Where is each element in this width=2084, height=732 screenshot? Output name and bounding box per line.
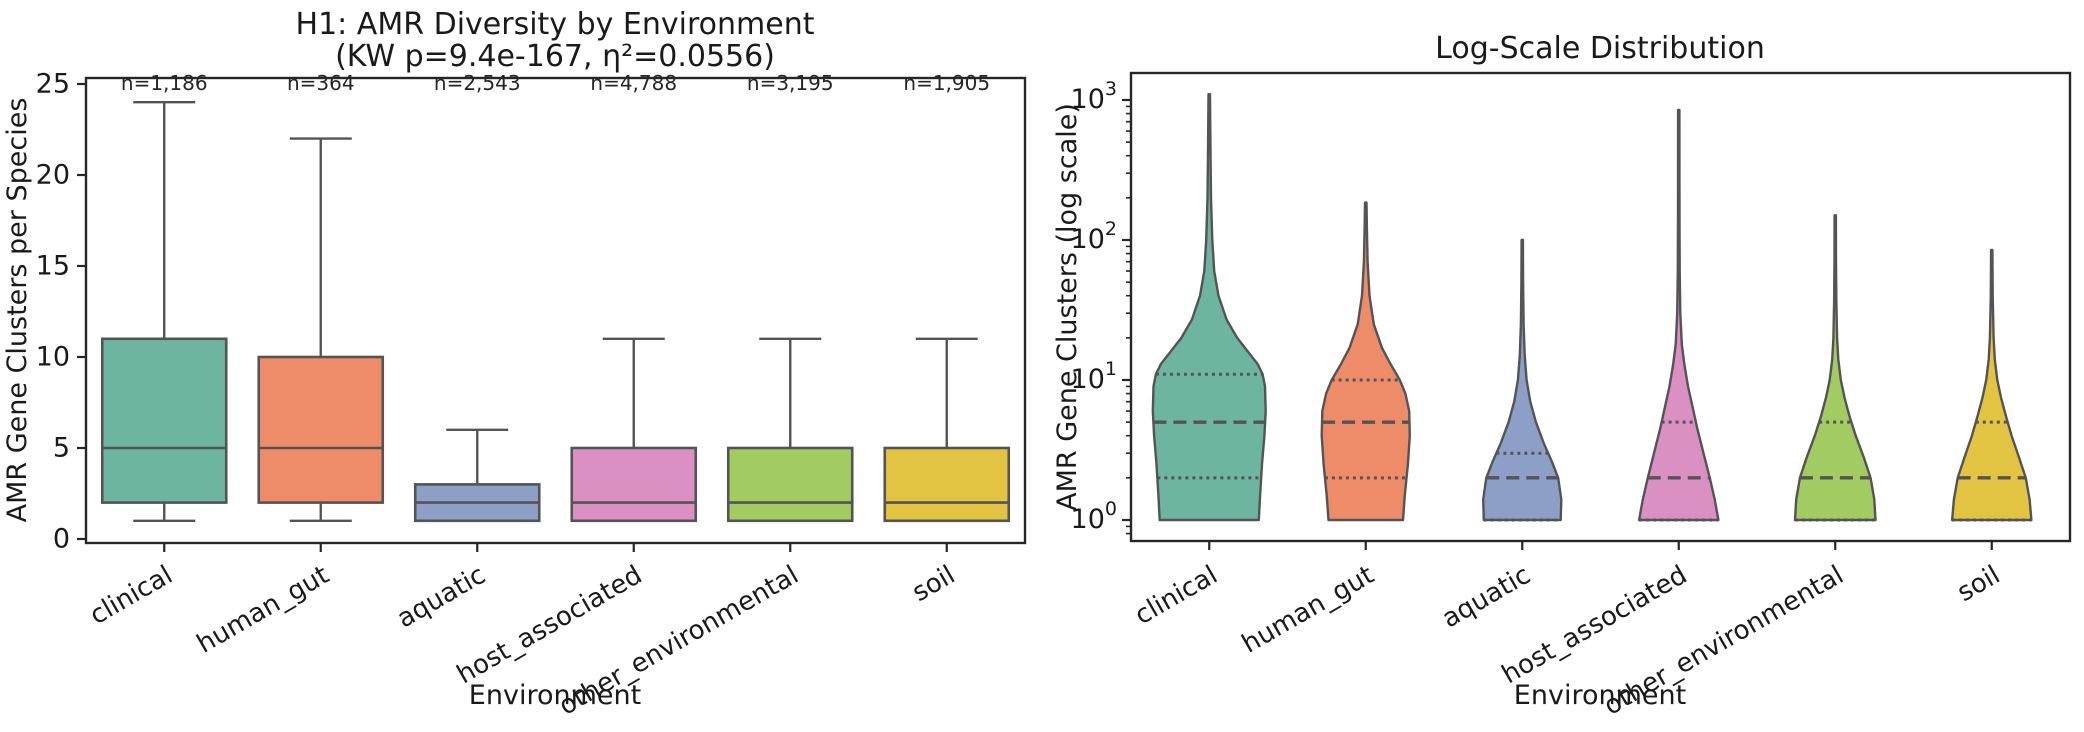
right-y-tick-label: 100 (1071, 498, 1117, 535)
violin-clinical (1151, 93, 1267, 522)
left-axes-frame (84, 76, 1027, 545)
box-body (257, 355, 385, 504)
right-title: Log-Scale Distribution (1435, 31, 1765, 66)
box-body (100, 337, 228, 504)
violin-soil (1950, 248, 2033, 522)
left-x-axis-label: Environment (469, 680, 641, 711)
box-soil: n=1,905 (883, 71, 1011, 523)
box-body (726, 446, 854, 523)
box-host_associated: n=4,788 (570, 71, 698, 523)
left-y-tick-label: 0 (53, 524, 70, 555)
box-aquatic: n=2,543 (413, 71, 541, 523)
sample-size-label: n=3,195 (747, 71, 834, 95)
right-y-axis-label: AMR Gene Clusters (log scale) (1052, 103, 1083, 511)
right-x-tick-label: clinical (1130, 560, 1223, 631)
right-panel: Log-Scale Distribution AMR Gene Clusters… (1052, 31, 2072, 722)
left-y-tick-label: 10 (36, 342, 70, 373)
violin-body (1320, 201, 1411, 522)
right-x-tick-label: human_gut (1237, 560, 1379, 659)
sample-size-label: n=4,788 (590, 71, 677, 95)
violin-other_environmental (1793, 214, 1877, 522)
left-x-tick-label: clinical (85, 560, 178, 631)
box-body (883, 446, 1011, 523)
left-y-axis-label: AMR Gene Clusters per Species (2, 98, 33, 523)
left-y-tick-label: 15 (36, 251, 70, 282)
right-x-tick-label: aquatic (1437, 560, 1536, 634)
box-clinical: n=1,186 (100, 71, 228, 522)
left-title-line2: (KW p=9.4e-167, η²=0.0556) (335, 39, 775, 74)
sample-size-label: n=1,905 (903, 71, 990, 95)
right-y-tick-label: 103 (1071, 78, 1117, 115)
box-other_environmental: n=3,195 (726, 71, 854, 523)
violin-body (1793, 214, 1877, 522)
box-body (570, 446, 698, 523)
left-title-line1: H1: AMR Diversity by Environment (296, 7, 815, 42)
left-y-tick-label: 5 (53, 433, 70, 464)
violin-host_associated (1637, 108, 1720, 522)
left-plot-area: n=1,186 n=364 n=2,543 n=4,788 n=3,195 n=1,905 (100, 71, 1011, 523)
left-y-tick-label: 20 (36, 160, 70, 191)
left-y-tick-label: 25 (36, 69, 70, 100)
right-plot-area (1151, 93, 2033, 522)
right-y-tick-label: 102 (1071, 218, 1117, 255)
left-x-tick-label: soil (907, 560, 960, 608)
violin-aquatic (1482, 238, 1563, 522)
left-panel: H1: AMR Diversity by Environment (KW p=9… (2, 7, 1027, 722)
right-x-axis-label: Environment (1514, 680, 1686, 711)
violin-body (1482, 238, 1563, 522)
right-x-tick-label: soil (1952, 560, 2005, 608)
violin-body (1637, 108, 1720, 522)
violin-body (1950, 248, 2033, 522)
box-human_gut: n=364 (257, 71, 385, 522)
right-axes-frame (1129, 71, 2072, 543)
sample-size-label: n=2,543 (434, 71, 521, 95)
violin-human_gut (1320, 201, 1411, 522)
sample-size-label: n=364 (287, 71, 355, 95)
right-y-tick-label: 101 (1071, 358, 1117, 395)
violin-body (1151, 93, 1267, 522)
sample-size-label: n=1,186 (121, 71, 208, 95)
left-x-tick-label: aquatic (392, 560, 491, 634)
left-x-tick-label: human_gut (192, 560, 334, 659)
